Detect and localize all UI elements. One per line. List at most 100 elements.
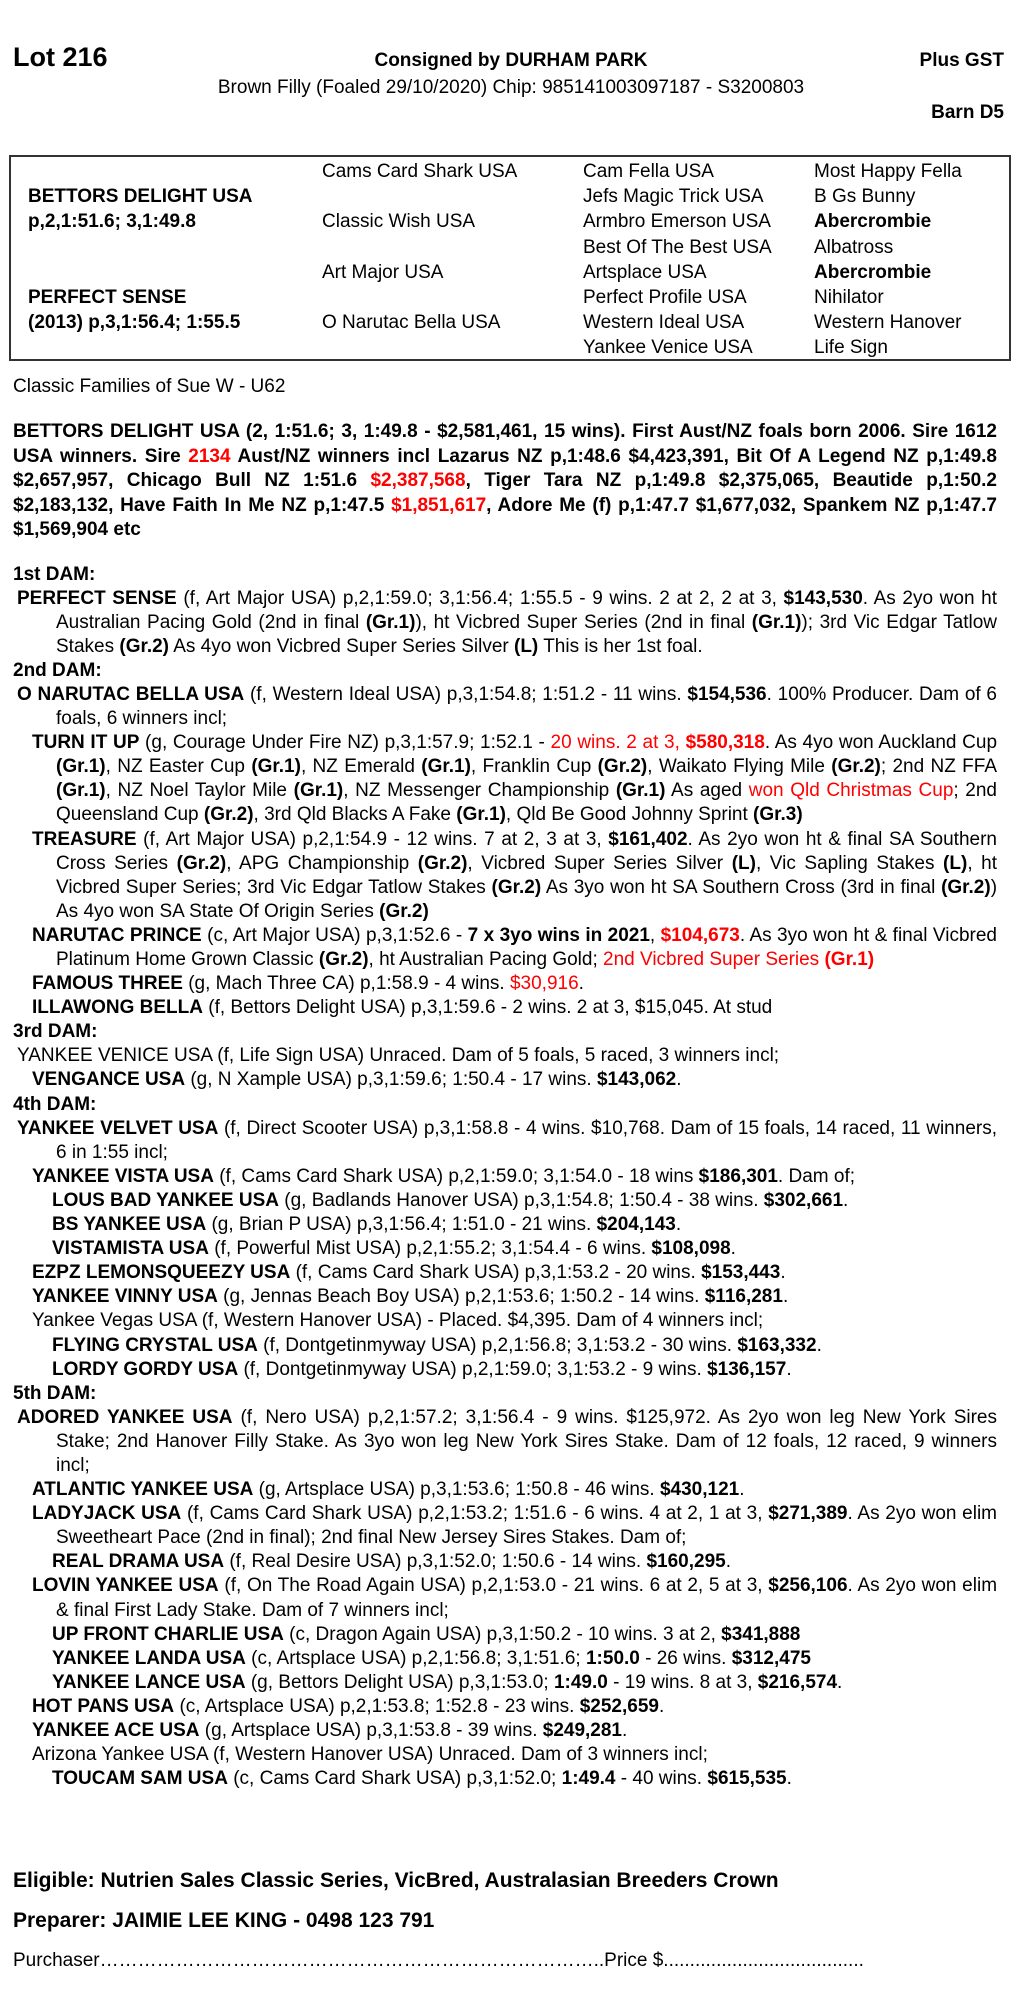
pedigree-entry: O NARUTAC BELLA USA (f, Western Ideal US… bbox=[13, 683, 997, 731]
text-run: $108,098 bbox=[651, 1238, 731, 1260]
pedigree-entry: EZPZ LEMONSQUEEZY USA (f, Cams Card Shar… bbox=[13, 1261, 997, 1285]
text-run: Aust/NZ winners incl Lazarus NZ p,1:48.6… bbox=[13, 445, 997, 492]
text-run: Yankee Vegas USA (f, Western Hanover USA… bbox=[32, 1310, 764, 1332]
text-run: , Franklin Cup bbox=[470, 756, 598, 778]
text-run: 1:50.0 bbox=[585, 1647, 640, 1669]
text-run: $302,661 bbox=[763, 1189, 844, 1211]
pedigree-col3-entry: Yankee Venice USA bbox=[583, 337, 753, 359]
text-run: , Vicbred Super Series Silver bbox=[467, 852, 732, 874]
text-run: $163,332 bbox=[737, 1334, 817, 1356]
text-run: BS YANKEE USA bbox=[52, 1214, 207, 1236]
text-run: LORDY GORDY USA bbox=[52, 1358, 239, 1380]
pedigree-entry: VISTAMISTA USA (f, Powerful Mist USA) p,… bbox=[13, 1237, 997, 1261]
text-run: TOUCAM SAM USA bbox=[52, 1768, 228, 1790]
highlight-text: won Qld Christmas Cup bbox=[748, 780, 954, 802]
text-run: This is her 1st foal. bbox=[538, 635, 703, 657]
text-run: $204,143 bbox=[596, 1214, 676, 1236]
highlight-text: 2134 bbox=[188, 445, 231, 467]
pedigree-entry: YANKEE LANCE USA (g, Bettors Delight USA… bbox=[13, 1671, 997, 1695]
text-run: 1:49.0 bbox=[553, 1671, 608, 1693]
text-run: $143,062 bbox=[596, 1069, 677, 1091]
text-run: $136,157 bbox=[707, 1358, 787, 1380]
gst-note: Plus GST bbox=[919, 50, 1004, 71]
pedigree-col4-entry: Most Happy Fella bbox=[814, 161, 962, 182]
text-run: YANKEE VINNY USA bbox=[32, 1286, 218, 1308]
pedigree-entry: ILLAWONG BELLA (f, Bettors Delight USA) … bbox=[13, 996, 997, 1020]
pedigree-entry: TURN IT UP (g, Courage Under Fire NZ) p,… bbox=[13, 731, 997, 827]
text-run: (c, Artsplace USA) p,2,1:56.8; 3,1:51.6; bbox=[245, 1647, 586, 1669]
text-run: (g, Mach Three CA) p,1:58.9 - 4 wins. bbox=[182, 973, 510, 995]
text-run: . As 2yo won ht Australian Pacing Gold (… bbox=[56, 587, 997, 633]
pedigree-col1-entry: PERFECT SENSE bbox=[28, 287, 187, 308]
text-run: $341,888 bbox=[721, 1623, 801, 1645]
text-run: , APG Championship bbox=[226, 852, 418, 874]
consignor: Consigned by DURHAM PARK bbox=[374, 50, 648, 71]
text-run: 2nd DAM: bbox=[13, 659, 102, 681]
text-run: (f, Cams Card Shark USA) p,2,1:59.0; 3,1… bbox=[213, 1165, 699, 1187]
text-run: . bbox=[782, 1286, 789, 1308]
text-run: ; 2nd Queensland Cup bbox=[56, 780, 997, 826]
barn-location: Barn D5 bbox=[931, 102, 1004, 123]
pedigree-col2-entry: Art Major USA bbox=[322, 261, 444, 283]
text-run: NARUTAC PRINCE bbox=[32, 924, 202, 946]
text-run: . As 3yo won ht & final Vicbred Platinum… bbox=[56, 924, 998, 970]
pedigree-entry: HOT PANS USA (c, Artsplace USA) p,2,1:53… bbox=[13, 1695, 997, 1719]
pedigree-entry: Yankee Vegas USA (f, Western Hanover USA… bbox=[13, 1309, 997, 1333]
pedigree-entry: PERFECT SENSE (f, Art Major USA) p,2,1:5… bbox=[13, 587, 997, 659]
text-run: $256,106 bbox=[768, 1575, 848, 1597]
text-run: $160,295 bbox=[646, 1551, 726, 1573]
pedigree-entry: FLYING CRYSTAL USA (f, Dontgetinmyway US… bbox=[13, 1334, 997, 1358]
text-run: (Gr.2) bbox=[203, 804, 254, 826]
text-run: (Gr.2) bbox=[491, 876, 542, 898]
horse-description: Brown Filly (Foaled 29/10/2020) Chip: 98… bbox=[217, 77, 805, 98]
pedigree-col3-entry: Artsplace USA bbox=[583, 261, 707, 283]
text-run: FAMOUS THREE bbox=[32, 973, 183, 995]
text-run: $312,475 bbox=[731, 1647, 811, 1669]
text-run: , Adore Me (f) p,1:47.7 $1,677,032, Span… bbox=[13, 494, 997, 541]
text-run: - 26 wins. bbox=[639, 1647, 732, 1669]
text-run: (Gr.1) bbox=[56, 756, 106, 778]
pedigree-entry: TOUCAM SAM USA (c, Cams Card Shark USA) … bbox=[13, 1767, 997, 1791]
text-run: (Gr.2) bbox=[119, 635, 169, 657]
text-run: . As 2yo won elim & final First Lady Sta… bbox=[56, 1575, 998, 1621]
text-run: (f, Western Ideal USA) p,3,1:54.8; 1:51.… bbox=[244, 683, 688, 705]
text-run: 1st DAM: bbox=[13, 563, 96, 585]
text-run: $153,443 bbox=[701, 1262, 781, 1284]
highlight-text: $2,387,568 bbox=[370, 470, 466, 491]
text-run: . bbox=[837, 1671, 843, 1693]
pedigree-entry: TREASURE (f, Art Major USA) p,2,1:54.9 -… bbox=[13, 828, 997, 924]
text-run: . bbox=[786, 1358, 792, 1380]
highlight-text: $1,851,617 bbox=[391, 494, 487, 516]
text-run: EZPZ LEMONSQUEEZY USA bbox=[32, 1262, 291, 1284]
text-run: (g, Brian P USA) p,3,1:56.4; 1:51.0 - 21… bbox=[206, 1214, 597, 1236]
text-run: $430,121 bbox=[659, 1479, 740, 1501]
text-run: (L) bbox=[514, 635, 539, 657]
text-run: YANKEE VISTA USA bbox=[32, 1165, 214, 1187]
text-run: 5th DAM: bbox=[13, 1382, 97, 1404]
text-run: , NZ Noel Taylor Mile bbox=[105, 780, 294, 802]
dam-lines: 1st DAM: PERFECT SENSE (f, Art Major USA)… bbox=[13, 563, 997, 1792]
text-run: (g, Badlands Hanover USA) p,3,1:54.8; 1:… bbox=[279, 1189, 764, 1211]
preparer: Preparer: JAIMIE LEE KING - 0498 123 791 bbox=[13, 1909, 435, 1932]
text-run: (Gr.2) bbox=[318, 949, 369, 970]
pedigree-entry: YANKEE VISTA USA (f, Cams Card Shark USA… bbox=[13, 1165, 997, 1189]
text-run: (f, Nero USA) p,2,1:57.2; 3,1:56.4 - 9 w… bbox=[56, 1406, 997, 1476]
text-run: (Gr.1) bbox=[751, 611, 802, 633]
dam-heading: 2nd DAM: bbox=[13, 659, 997, 683]
pedigree-entry: YANKEE VINNY USA (g, Jennas Beach Boy US… bbox=[13, 1285, 997, 1309]
text-run: . bbox=[843, 1189, 849, 1211]
eligibility: Eligible: Nutrien Sales Classic Series, … bbox=[13, 1869, 779, 1892]
text-run: . bbox=[730, 1238, 736, 1260]
text-run: - 19 wins. 8 at 3, bbox=[607, 1671, 758, 1693]
text-run: . bbox=[786, 1768, 792, 1790]
text-run: (g, Courage Under Fire NZ) p,3,1:57.9; 1… bbox=[139, 732, 551, 754]
pedigree-col3-entry: Cam Fella USA bbox=[583, 161, 714, 182]
text-run: . bbox=[725, 1551, 732, 1573]
pedigree-col4-entry: Life Sign bbox=[814, 337, 888, 359]
text-run: YANKEE ACE USA bbox=[32, 1720, 200, 1741]
text-run: , NZ Messenger Championship bbox=[343, 780, 616, 802]
text-run: As 4yo won Vicbred Super Series Silver bbox=[169, 635, 514, 657]
pedigree-col2-entry: Cams Card Shark USA bbox=[322, 161, 518, 182]
text-run: $186,301 bbox=[698, 1165, 778, 1187]
lot-number: Lot 216 bbox=[13, 42, 108, 72]
